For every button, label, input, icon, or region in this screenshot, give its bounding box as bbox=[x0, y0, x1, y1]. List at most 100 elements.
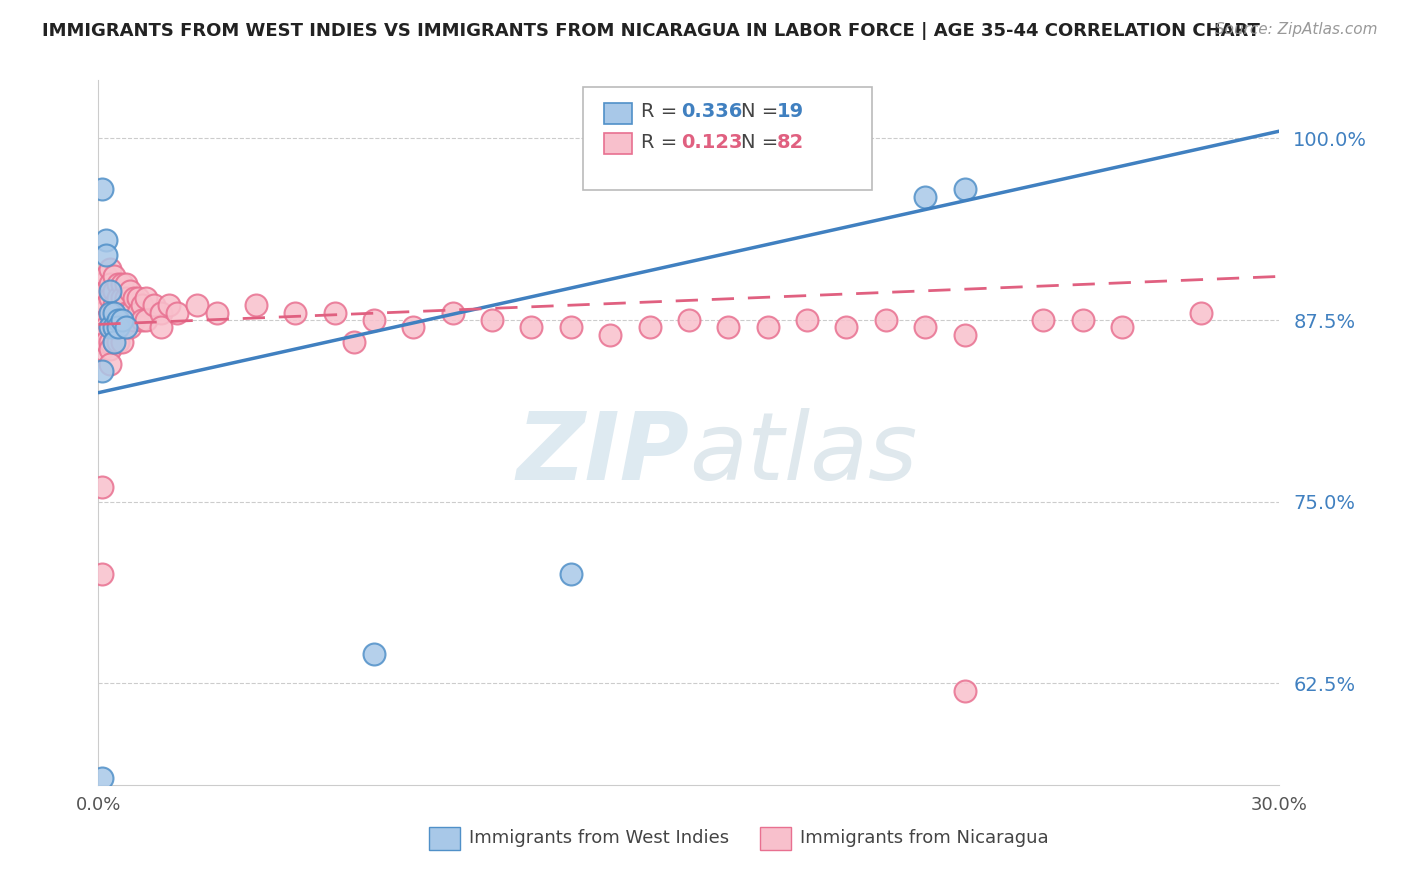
FancyBboxPatch shape bbox=[759, 827, 790, 850]
Point bbox=[131, 298, 153, 312]
Point bbox=[118, 320, 141, 334]
Point bbox=[91, 306, 114, 320]
Point bbox=[678, 313, 700, 327]
Point bbox=[1189, 306, 1212, 320]
Point bbox=[91, 320, 114, 334]
Point bbox=[150, 306, 173, 320]
Point bbox=[91, 291, 114, 305]
Point bbox=[142, 298, 165, 312]
Point bbox=[115, 320, 138, 334]
Point bbox=[103, 284, 125, 298]
Point bbox=[166, 306, 188, 320]
Point bbox=[402, 320, 425, 334]
Point bbox=[107, 313, 129, 327]
Point bbox=[111, 334, 134, 349]
Text: atlas: atlas bbox=[689, 409, 917, 500]
Point bbox=[111, 320, 134, 334]
Point bbox=[103, 320, 125, 334]
Text: Source: ZipAtlas.com: Source: ZipAtlas.com bbox=[1215, 22, 1378, 37]
Point bbox=[98, 357, 121, 371]
Point bbox=[96, 284, 118, 298]
Point bbox=[245, 298, 267, 312]
Point bbox=[796, 313, 818, 327]
Point bbox=[91, 182, 114, 196]
Point bbox=[111, 291, 134, 305]
Point bbox=[560, 567, 582, 582]
Point bbox=[599, 327, 621, 342]
Point bbox=[98, 277, 121, 291]
Point bbox=[115, 320, 138, 334]
Point bbox=[323, 306, 346, 320]
Point bbox=[186, 298, 208, 312]
Point bbox=[98, 342, 121, 356]
Point bbox=[1111, 320, 1133, 334]
Text: 19: 19 bbox=[776, 103, 803, 121]
Point bbox=[638, 320, 661, 334]
Point bbox=[118, 284, 141, 298]
Point bbox=[481, 313, 503, 327]
Text: 0.123: 0.123 bbox=[681, 133, 742, 152]
Point bbox=[91, 567, 114, 582]
Point bbox=[96, 298, 118, 312]
Point bbox=[98, 306, 121, 320]
Point bbox=[107, 320, 129, 334]
Text: R =: R = bbox=[641, 133, 683, 152]
Point bbox=[875, 313, 897, 327]
Point bbox=[103, 320, 125, 334]
Point bbox=[91, 480, 114, 494]
Point bbox=[150, 320, 173, 334]
Point bbox=[127, 291, 149, 305]
Point bbox=[91, 364, 114, 378]
Point bbox=[205, 306, 228, 320]
Point bbox=[107, 306, 129, 320]
Point bbox=[914, 320, 936, 334]
Point bbox=[96, 233, 118, 247]
Point bbox=[96, 320, 118, 334]
Point bbox=[1032, 313, 1054, 327]
Point bbox=[103, 298, 125, 312]
Point bbox=[98, 262, 121, 277]
FancyBboxPatch shape bbox=[605, 133, 633, 154]
Point bbox=[127, 306, 149, 320]
Point bbox=[111, 277, 134, 291]
Point bbox=[560, 320, 582, 334]
Point bbox=[98, 284, 121, 298]
Point bbox=[107, 320, 129, 334]
Text: ZIP: ZIP bbox=[516, 408, 689, 500]
Point bbox=[98, 320, 121, 334]
Point bbox=[131, 313, 153, 327]
Point bbox=[717, 320, 740, 334]
Point bbox=[953, 327, 976, 342]
Point bbox=[1071, 313, 1094, 327]
Point bbox=[103, 334, 125, 349]
Point bbox=[441, 306, 464, 320]
Point bbox=[157, 298, 180, 312]
Point bbox=[103, 313, 125, 327]
Point bbox=[115, 277, 138, 291]
Point bbox=[98, 291, 121, 305]
Point bbox=[96, 247, 118, 261]
Point bbox=[284, 306, 307, 320]
Point bbox=[363, 647, 385, 661]
Point bbox=[103, 306, 125, 320]
Point bbox=[953, 683, 976, 698]
Point bbox=[96, 269, 118, 284]
Point bbox=[103, 269, 125, 284]
Text: IMMIGRANTS FROM WEST INDIES VS IMMIGRANTS FROM NICARAGUA IN LABOR FORCE | AGE 35: IMMIGRANTS FROM WEST INDIES VS IMMIGRANT… bbox=[42, 22, 1260, 40]
Point bbox=[111, 306, 134, 320]
Text: 0.336: 0.336 bbox=[681, 103, 742, 121]
Text: N =: N = bbox=[741, 133, 785, 152]
Point bbox=[98, 306, 121, 320]
Point bbox=[118, 306, 141, 320]
Point bbox=[135, 291, 157, 305]
Text: Immigrants from Nicaragua: Immigrants from Nicaragua bbox=[800, 829, 1049, 847]
Point bbox=[115, 306, 138, 320]
Point bbox=[953, 182, 976, 196]
FancyBboxPatch shape bbox=[429, 827, 460, 850]
Point bbox=[835, 320, 858, 334]
Point bbox=[520, 320, 543, 334]
Point bbox=[91, 771, 114, 785]
Point bbox=[107, 291, 129, 305]
Text: Immigrants from West Indies: Immigrants from West Indies bbox=[470, 829, 730, 847]
Point bbox=[115, 291, 138, 305]
